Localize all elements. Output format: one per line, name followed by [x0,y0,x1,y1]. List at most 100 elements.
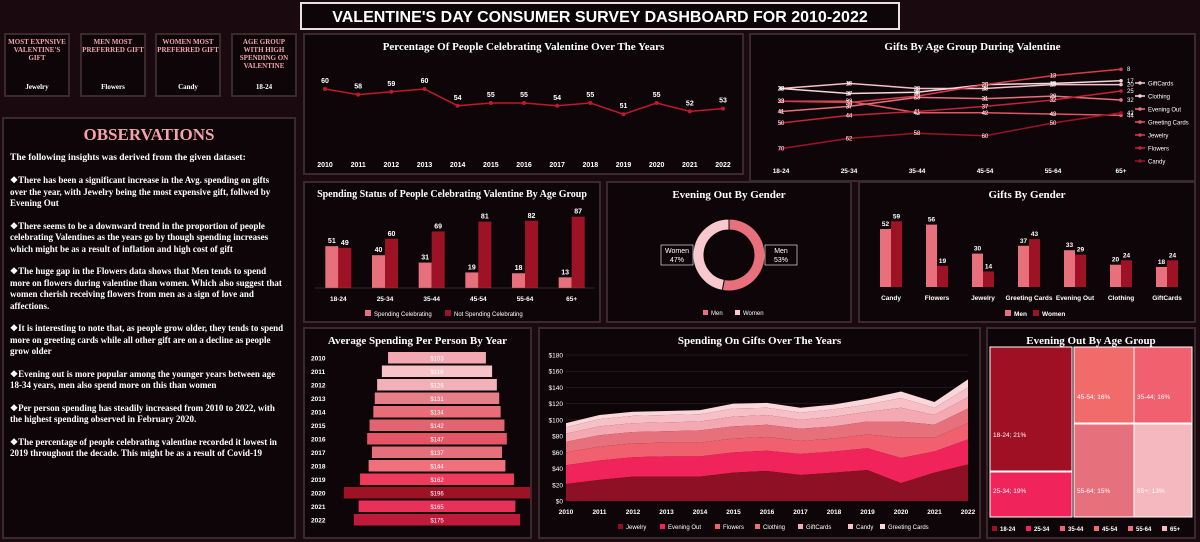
tick-label: $160 [549,369,564,376]
data-label: $175 [430,518,444,524]
bar [972,253,983,287]
observations-intro: The following insights was derived from … [10,153,246,163]
slice-label-box [660,244,694,266]
area-series [566,464,968,501]
tick-label: 2013 [417,162,433,169]
data-point [983,82,987,87]
bar [368,460,506,472]
data-label: 54 [454,95,462,102]
legend-label: Men [711,311,723,317]
legend-label: Candy [1148,160,1165,166]
tick-label: $60 [552,450,563,457]
legend-swatch [618,524,623,529]
legend-swatch [1060,526,1065,531]
legend-label: 55-64 [1136,527,1152,533]
data-point [455,103,460,108]
spending-status-chart: 51 49 18-24 40 60 25-34 31 69 35-44 19 81 45-54 18 82… [315,209,595,318]
series-line [780,90,1122,124]
tick-label: 55-64 [1045,168,1062,175]
bar [1064,250,1075,287]
data-point [779,121,783,125]
bar [512,273,525,288]
legend-label: Flowers [1148,147,1169,153]
observation-item: ❖Evening out is more popular among the y… [10,368,276,391]
kpi-card: AGE GROUP WITH HIGH SPENDING ON VALENTIN… [231,33,297,97]
data-point [847,136,851,141]
observations-panel: OBSERVATIONS The following insights was … [2,117,296,539]
tick-label: 2014 [311,409,326,416]
tick-label: 2018 [311,463,326,470]
kpi-label: WOMEN MOST PREFERRED GIFT [157,38,219,54]
tick-label: 2020 [894,509,909,516]
bar [343,487,530,499]
series-line [780,68,1122,104]
data-point [779,146,783,151]
data-label: 19 [468,264,476,271]
legend-swatch [660,524,665,529]
legend-label: Clothing [1148,95,1170,101]
data-point [621,112,626,117]
legend-swatch [1026,526,1031,531]
tick-label: $140 [549,385,564,392]
bar [983,271,994,287]
tick-label: 18-24 [773,168,790,175]
data-point [422,87,427,91]
tick-label: 2016 [311,436,326,443]
legend-swatch [880,524,885,529]
tick-label: 45-54 [977,168,994,175]
tick-label: 2015 [311,423,326,430]
bar [1075,254,1086,287]
data-point [323,87,327,91]
data-point [488,101,493,105]
data-label: 8 [1127,67,1131,73]
legend-label: Not Spending Celebrating [454,312,523,318]
data-label: 42 [1127,111,1134,117]
legend-swatch [715,524,720,529]
tick-label: 2018 [827,509,842,516]
data-label: $144 [430,464,444,470]
legend-label: 25-34 [1034,527,1050,533]
observation-item: ❖There has been a significant increase i… [10,175,271,208]
legend-swatch [755,524,760,529]
bar [1156,266,1167,287]
chart-title: Gifts By Age Group During Valentine [884,41,1061,53]
data-label: 18 [515,265,523,272]
data-label: 30 [914,95,921,101]
legend-label: Greeting Cards [888,525,929,531]
data-label: 31 [421,255,429,262]
bar [571,216,585,288]
tick-label: Greeting Cards [1006,295,1053,302]
data-label: 81 [481,214,489,221]
data-label: 18 [1158,259,1166,266]
data-label: $196 [430,491,444,497]
data-point [847,113,851,118]
legend-swatch [365,310,371,316]
tick-label: 2011 [592,509,606,516]
data-label: 82 [528,213,536,220]
legend-label: Candy [856,525,873,531]
observation-item: ❖There seems to be a downward trend in t… [10,220,269,254]
bar [431,231,445,288]
data-label: 54 [553,95,561,102]
observation-item: ❖Per person spending has steadily increa… [10,402,275,425]
kpi-value: Candy [178,83,198,91]
data-label: 42 [914,111,921,117]
data-label: $137 [430,451,444,457]
tick-label: 2022 [961,509,976,516]
legend-swatch [1162,526,1167,531]
bar [525,220,538,288]
observations-title: OBSERVATIONS [83,125,215,144]
legend-label: GiftCards [1148,82,1173,88]
data-label: 19 [846,81,853,87]
tick-label: 2012 [311,382,326,389]
area-series [566,423,968,466]
bar [372,255,385,288]
tick-label: 2017 [311,450,326,457]
treemap-label: 55-64; 15% [1077,488,1110,495]
data-point [1119,89,1123,93]
data-point [915,90,919,95]
gifts-years-panel: Spending On Gifts Over The Years $0 $20 $4… [538,327,981,539]
data-label: 29 [914,94,921,100]
data-label: 55 [586,92,594,99]
tick-label: 2021 [311,504,326,511]
